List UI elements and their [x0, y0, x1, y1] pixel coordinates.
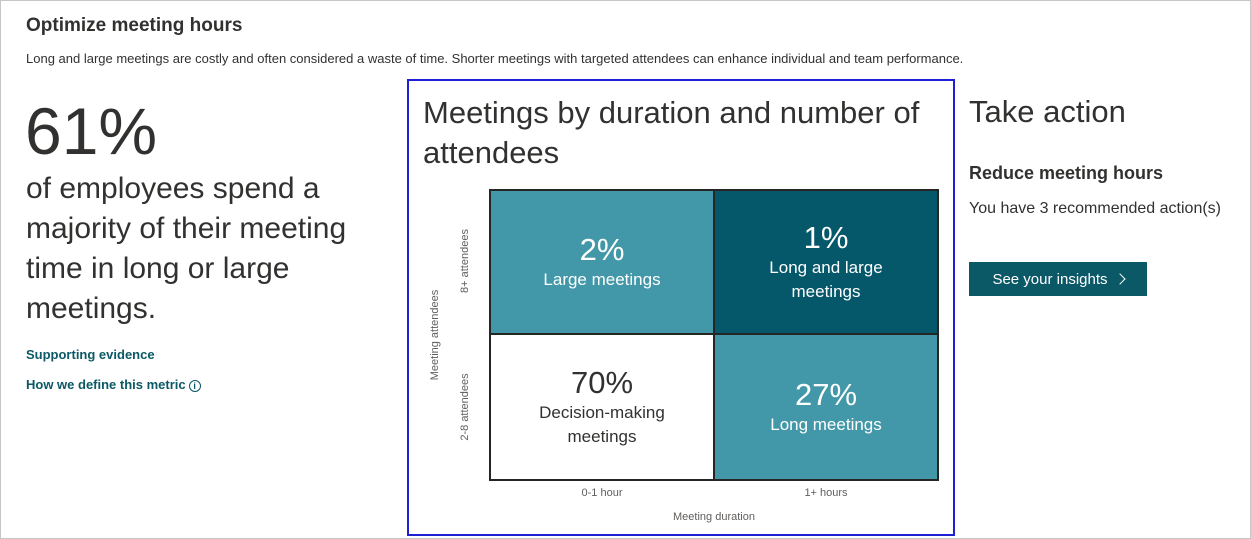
cell-decision-making-meetings: 70% Decision-making meetings [491, 335, 715, 479]
cell-label: Long and large meetings [769, 258, 883, 301]
x-axis-title: Meeting duration [673, 511, 755, 523]
cell-label: Large meetings [543, 270, 661, 289]
meetings-chart: Meetings by duration and number of atten… [407, 79, 955, 536]
cell-value: 70% [570, 365, 634, 400]
metric-description: of employees spend a majority of their m… [26, 172, 347, 325]
cell-long-and-large-meetings: 1% Long and large meetings [715, 191, 937, 335]
chart-title: Meetings by duration and number of atten… [423, 95, 920, 170]
page-description: Long and large meetings are costly and o… [26, 51, 964, 66]
see-insights-label: See your insights [992, 270, 1108, 288]
cell-label: Decision-making meetings [539, 403, 665, 446]
x-tick-label: 0-1 hour [581, 487, 623, 499]
cell-value: 27% [794, 377, 858, 412]
action-text: You have 3 recommended action(s) [969, 200, 1221, 217]
x-tick-label: 1+ hours [804, 487, 848, 499]
y-tick-label: 8+ attendees [459, 229, 471, 293]
y-axis-title-text: Meeting attendees [429, 289, 441, 381]
action-title: Take action [969, 94, 1126, 129]
chevron-right-icon [1113, 273, 1126, 285]
page-title: Optimize meeting hours [26, 15, 243, 36]
cell-long-meetings: 27% Long meetings [715, 335, 937, 479]
supporting-evidence-link[interactable]: Supporting evidence [26, 347, 155, 362]
heatmap-matrix: 2% Large meetings 1% Long and large meet… [489, 189, 939, 481]
y-tick-label: 2-8 attendees [459, 373, 471, 441]
cell-value: 1% [803, 220, 849, 255]
define-metric-link[interactable]: How we define this metric i [26, 377, 201, 392]
cell-value: 2% [579, 232, 625, 267]
info-icon: i [188, 380, 201, 392]
metric-value: 61% [25, 94, 158, 168]
action-subtitle: Reduce meeting hours [969, 163, 1164, 183]
cell-label: Long meetings [770, 415, 882, 434]
see-insights-button[interactable]: See your insights [969, 262, 1147, 296]
cell-large-meetings: 2% Large meetings [491, 191, 715, 335]
define-metric-label: How we define this metric [26, 377, 186, 392]
